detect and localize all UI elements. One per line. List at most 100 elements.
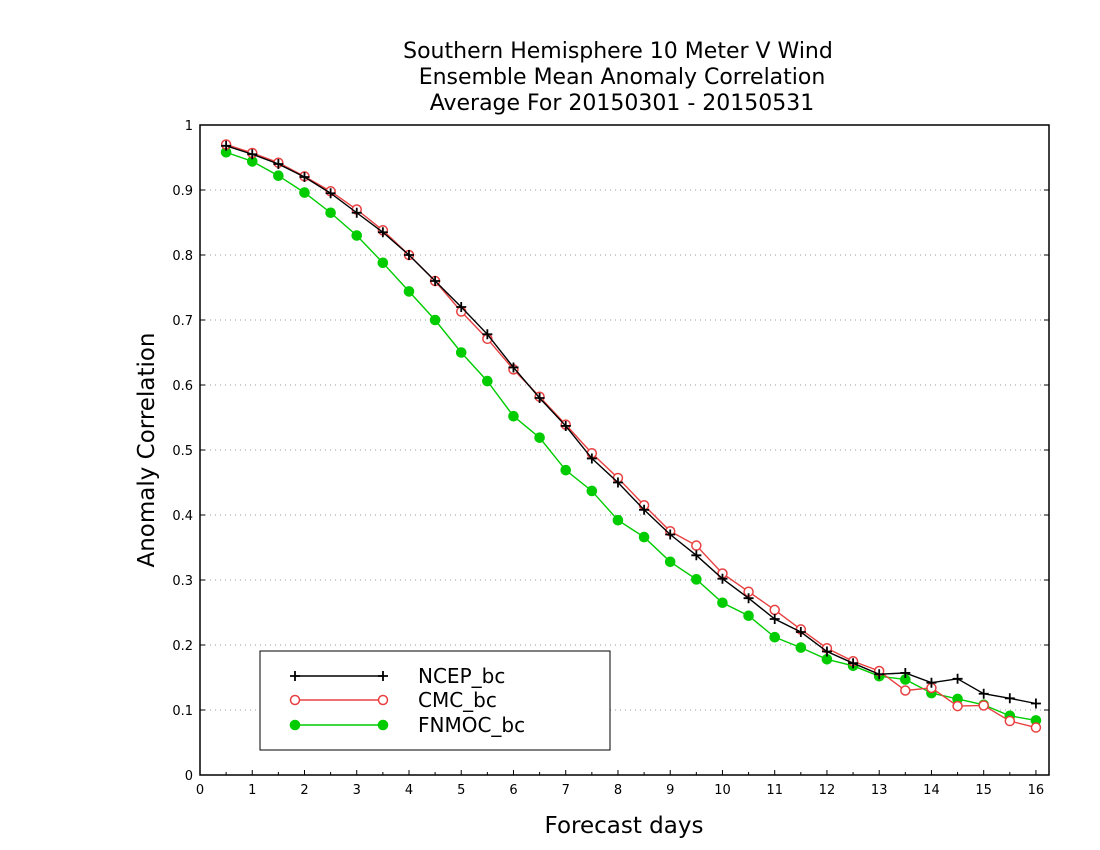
data-point-fnmoc-bc xyxy=(560,464,572,476)
data-point-fnmoc-bc xyxy=(455,347,467,358)
data-point-ncep-bc xyxy=(848,658,859,669)
data-point-ncep-bc xyxy=(221,140,232,151)
legend-label-ncep-bc: NCEP_bc xyxy=(418,664,505,688)
data-point-ncep-bc xyxy=(456,302,467,312)
data-point-cmc-bc xyxy=(900,685,911,696)
x-tick-label: 12 xyxy=(819,783,836,798)
data-point-ncep-bc xyxy=(691,550,702,561)
legend-item-ncep-bc: NCEP_bc xyxy=(290,664,505,688)
data-point-fnmoc-bc xyxy=(299,187,310,198)
data-point-fnmoc-bc xyxy=(612,514,624,526)
data-point-fnmoc-bc xyxy=(691,574,702,585)
data-point-ncep-bc xyxy=(665,529,676,540)
legend-marker xyxy=(290,671,300,681)
data-point-fnmoc-bc xyxy=(769,631,781,643)
data-point-ncep-bc xyxy=(534,393,545,403)
data-point-ncep-bc xyxy=(377,227,388,238)
data-point-fnmoc-bc xyxy=(508,410,519,422)
series-line-fnmoc-bc xyxy=(225,151,1037,722)
x-tick-label: 4 xyxy=(405,783,413,798)
data-point-fnmoc-bc xyxy=(664,556,676,568)
data-point-ncep-bc xyxy=(795,627,806,637)
legend-label-fnmoc-bc: FNMOC_bc xyxy=(418,713,525,737)
y-tick-label: 0 xyxy=(185,769,193,784)
y-tick-label: 0.4 xyxy=(172,509,193,524)
x-tick-label: 11 xyxy=(766,783,783,798)
chart-title: Southern Hemisphere 10 Meter V Wind Ense… xyxy=(403,39,833,116)
legend-label-cmc-bc: CMC_bc xyxy=(418,688,497,712)
data-point-ncep-bc xyxy=(926,677,937,688)
data-point-cmc-bc xyxy=(952,700,963,712)
legend-marker xyxy=(377,719,389,731)
x-tick-label: 10 xyxy=(714,783,731,798)
x-axis: 0 1 2 3 4 5 6 7 8 9 10 11 12 13 14 15 16 xyxy=(196,770,1044,798)
data-point-fnmoc-bc xyxy=(351,230,363,241)
y-axis: 0 0.1 0.2 0.3 0.4 0.5 0.6 0.7 0.8 0.9 1 xyxy=(172,119,1049,784)
legend-marker xyxy=(289,694,301,706)
x-tick-label: 8 xyxy=(614,783,622,798)
data-point-cmc-bc xyxy=(1004,715,1016,727)
x-tick-label: 3 xyxy=(353,783,361,798)
data-point-fnmoc-bc xyxy=(638,531,650,543)
data-point-fnmoc-bc xyxy=(743,610,754,622)
data-point-cmc-bc xyxy=(691,540,702,551)
data-point-ncep-bc xyxy=(351,207,362,218)
y-tick-label: 0.1 xyxy=(172,704,193,719)
chart-title-line-2: Ensemble Mean Anomaly Correlation xyxy=(419,65,826,90)
data-point-ncep-bc xyxy=(612,477,623,488)
data-point-ncep-bc xyxy=(821,646,832,657)
data-point-cmc-bc xyxy=(978,700,989,711)
data-point-ncep-bc xyxy=(508,362,519,373)
y-axis-label: Anomaly Correlation xyxy=(134,332,160,567)
data-point-fnmoc-bc xyxy=(717,597,728,609)
data-point-ncep-bc xyxy=(874,669,885,680)
data-point-fnmoc-bc xyxy=(429,314,441,326)
series-line-ncep-bc xyxy=(225,145,1037,705)
data-point-cmc-bc xyxy=(1030,722,1042,733)
data-point-ncep-bc xyxy=(430,276,441,286)
y-tick-label: 0.5 xyxy=(172,444,193,459)
x-tick-label: 6 xyxy=(509,783,517,798)
data-point-ncep-bc xyxy=(586,453,597,464)
data-point-fnmoc-bc xyxy=(482,375,493,387)
x-tick-label: 5 xyxy=(457,783,465,798)
data-point-ncep-bc xyxy=(952,673,963,684)
data-point-ncep-bc xyxy=(482,329,493,340)
data-point-ncep-bc xyxy=(978,688,989,699)
data-point-ncep-bc xyxy=(403,250,414,260)
y-tick-label: 0.8 xyxy=(172,249,193,264)
x-tick-label: 7 xyxy=(562,783,570,798)
x-tick-label: 1 xyxy=(248,783,256,798)
legend-item-cmc-bc: CMC_bc xyxy=(289,688,497,712)
data-point-ncep-bc xyxy=(639,504,650,515)
data-point-ncep-bc xyxy=(273,159,284,169)
y-tick-label: 0.9 xyxy=(172,184,193,199)
data-point-cmc-bc xyxy=(769,604,780,616)
y-tick-label: 0.7 xyxy=(172,314,193,329)
chart-title-line-1: Southern Hemisphere 10 Meter V Wind xyxy=(403,39,833,64)
y-tick-label: 0.3 xyxy=(172,574,193,589)
y-tick-label: 0.2 xyxy=(172,639,193,654)
x-tick-label: 15 xyxy=(975,783,992,798)
data-point-fnmoc-bc xyxy=(377,257,389,269)
legend-marker xyxy=(378,671,388,681)
series-fnmoc-bc xyxy=(220,147,1042,726)
grid xyxy=(200,189,1049,711)
data-point-ncep-bc xyxy=(743,593,754,604)
series-line-cmc-bc xyxy=(225,143,1037,729)
series-ncep-bc xyxy=(221,140,1041,709)
x-tick-label: 0 xyxy=(196,783,204,798)
chart-title-line-3: Average For 20150301 - 20150531 xyxy=(430,91,815,116)
x-tick-label: 13 xyxy=(871,783,888,798)
y-tick-label: 1 xyxy=(185,119,193,134)
data-point-fnmoc-bc xyxy=(273,170,284,181)
data-point-ncep-bc xyxy=(900,667,911,678)
x-tick-label: 14 xyxy=(923,783,940,798)
data-point-ncep-bc xyxy=(1004,693,1015,704)
data-point-ncep-bc xyxy=(325,188,336,199)
data-point-ncep-bc xyxy=(560,420,571,431)
data-point-ncep-bc xyxy=(1030,698,1041,709)
data-point-fnmoc-bc xyxy=(325,207,336,219)
